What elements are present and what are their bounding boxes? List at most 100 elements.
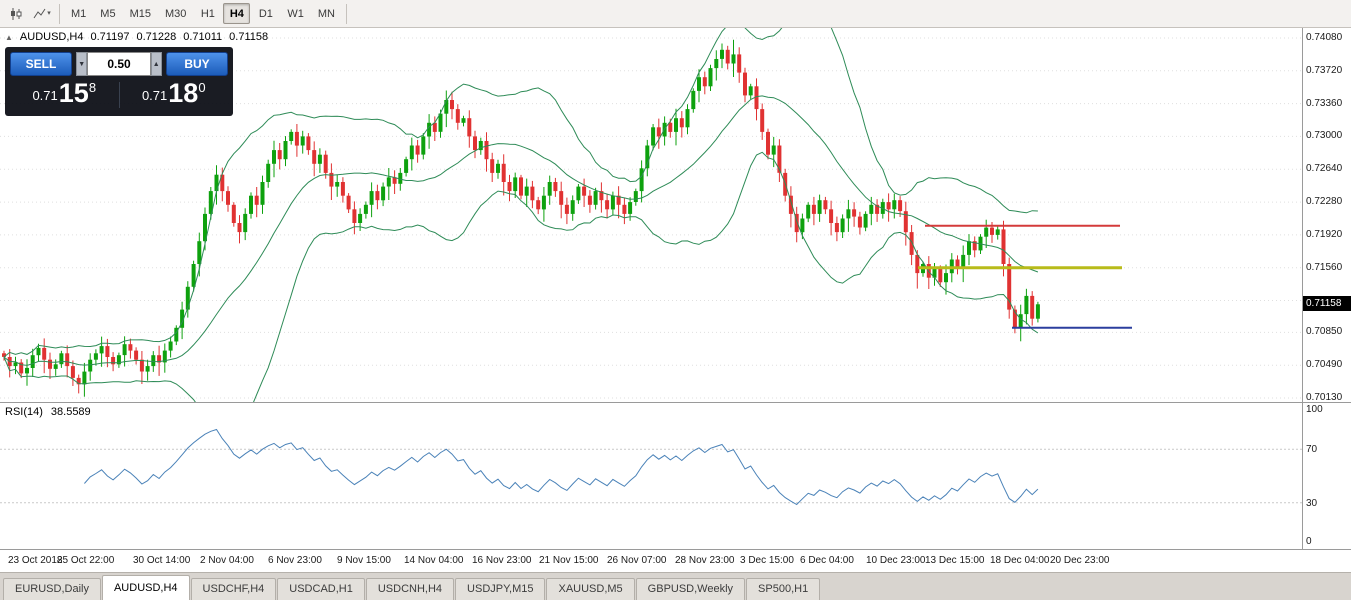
chart-tab-usdcad-h1[interactable]: USDCAD,H1	[277, 578, 365, 600]
timeframe-button-h4[interactable]: H4	[223, 3, 251, 24]
time-tick-label: 18 Dec 04:00	[990, 555, 1050, 566]
sell-price-prefix: 0.71	[32, 88, 58, 103]
chart-symbol-label: AUDUSD,H4	[19, 31, 84, 43]
main-chart-area[interactable]: ▲ AUDUSD,H4 0.71197 0.71228 0.71011 0.71…	[0, 28, 1302, 403]
price-tick-label: 0.72640	[1306, 163, 1343, 175]
rsi-canvas	[0, 428, 1302, 506]
timeframe-button-d1[interactable]: D1	[252, 3, 279, 24]
ohlc-high: 0.71228	[136, 31, 177, 43]
chart-tab-bar: EURUSD,Daily AUDUSD,H4 USDCHF,H4 USDCAD,H1 U…	[0, 573, 1351, 600]
buy-price-prefix: 0.71	[141, 88, 168, 103]
chart-tab-xauusd-m5[interactable]: XAUUSD,M5	[546, 578, 635, 600]
timeframe-button-w1[interactable]: W1	[281, 3, 310, 24]
time-tick-label: 6 Dec 04:00	[800, 555, 854, 566]
chart-workspace: ▲ AUDUSD,H4 0.71197 0.71228 0.71011 0.71…	[0, 28, 1351, 600]
time-tick-label: 23 Oct 2018	[8, 555, 63, 566]
chart-tab-usdcnh-h4[interactable]: USDCNH,H4	[365, 578, 455, 600]
timeframe-button-m15[interactable]: M15	[124, 3, 157, 24]
volume-decrease-button[interactable]: ▼	[76, 52, 88, 76]
volume-input[interactable]	[87, 52, 151, 76]
price-axis[interactable]: 0.74080 0.73720 0.73360 0.73000 0.72640 0.722…	[1302, 28, 1351, 403]
price-chart-canvas	[0, 28, 1302, 402]
price-tick-label: 0.73360	[1306, 97, 1343, 109]
bollinger-middle-band	[3, 95, 1039, 366]
price-tick-label: 0.74080	[1306, 32, 1343, 43]
ohlc-low: 0.71011	[183, 31, 223, 43]
time-tick-label: 25 Oct 22:00	[57, 555, 115, 566]
price-tick-label: 0.70850	[1306, 326, 1343, 338]
time-tick-label: 21 Nov 15:00	[539, 555, 599, 566]
sell-price-display[interactable]: 0.71 15 8	[10, 80, 119, 110]
trade-panel-quotes: 0.71 15 8 0.71 18 0	[10, 76, 228, 114]
timeframe-button-m30[interactable]: M30	[159, 3, 192, 24]
timeframe-button-m1[interactable]: M1	[65, 3, 92, 24]
toolbar-separator	[345, 3, 347, 24]
one-click-trade-panel: SELL ▼ ▲ BUY 0.71 15 8 0.71 18 0	[5, 47, 233, 116]
price-tick-label: 0.71560	[1306, 261, 1343, 273]
chart-tab-eurusd-daily[interactable]: EURUSD,Daily	[3, 578, 101, 600]
price-tick-label: 0.70490	[1306, 359, 1343, 371]
bollinger-lower-band	[3, 151, 1039, 402]
time-tick-label: 3 Dec 15:00	[740, 555, 794, 566]
time-tick-label: 20 Dec 23:00	[1050, 555, 1110, 566]
time-tick-label: 2 Nov 04:00	[200, 555, 254, 566]
time-tick-label: 10 Dec 23:00	[866, 555, 926, 566]
chart-tab-usdchf-h4[interactable]: USDCHF,H4	[190, 578, 277, 600]
time-tick-label: 26 Nov 07:00	[607, 555, 667, 566]
bollinger-bands	[3, 28, 1039, 402]
rsi-tick-label: 100	[1306, 404, 1323, 415]
timeframe-button-mn[interactable]: MN	[312, 3, 341, 24]
timeframe-button-h1[interactable]: H1	[194, 3, 221, 24]
chart-tab-usdjpy-m15[interactable]: USDJPY,M15	[455, 578, 546, 600]
rsi-level-lines	[0, 448, 1302, 504]
timeframe-button-m5[interactable]: M5	[94, 3, 121, 24]
top-toolbar: ▾ M1 M5 M15 M30 H1 H4 D1 W1 MN	[0, 0, 1351, 28]
price-tick-label: 0.70130	[1306, 392, 1343, 403]
rsi-header: RSI(14) 38.5589	[5, 406, 91, 418]
volume-increase-button[interactable]: ▲	[150, 52, 162, 76]
rsi-line	[84, 428, 1039, 506]
ohlc-open: 0.71197	[90, 31, 130, 43]
indicator-line-icon	[33, 8, 46, 19]
rsi-indicator-label: RSI(14)	[5, 406, 43, 418]
buy-price-pip-digit: 0	[198, 80, 206, 95]
rsi-tick-label: 0	[1306, 536, 1312, 547]
time-tick-label: 14 Nov 04:00	[404, 555, 464, 566]
price-tick-label: 0.73000	[1306, 130, 1343, 142]
time-tick-label: 9 Nov 15:00	[337, 555, 391, 566]
chart-tab-gbpusd-weekly[interactable]: GBPUSD,Weekly	[635, 578, 746, 600]
time-tick-label: 30 Oct 14:00	[133, 555, 191, 566]
chevron-down-icon: ▾	[47, 10, 51, 17]
buy-price-big-digits: 18	[168, 78, 199, 108]
rsi-axis: 100 70 30 0	[1302, 403, 1351, 550]
ohlc-close: 0.71158	[229, 31, 269, 43]
current-price-badge: 0.71158	[1303, 296, 1351, 312]
sell-price-big-digits: 15	[58, 78, 89, 108]
buy-button[interactable]: BUY	[166, 52, 228, 76]
time-axis[interactable]: 23 Oct 2018 25 Oct 22:00 30 Oct 14:00 2 Nov…	[0, 550, 1351, 573]
chart-tab-audusd-h4[interactable]: AUDUSD,H4	[101, 575, 190, 600]
buy-price-display[interactable]: 0.71 18 0	[120, 80, 229, 110]
bollinger-upper-band	[3, 28, 1038, 358]
sell-button[interactable]: SELL	[10, 52, 72, 76]
rsi-indicator-panel[interactable]: RSI(14) 38.5589	[0, 403, 1302, 550]
chart-tab-sp500-h1[interactable]: SP500,H1	[746, 578, 821, 600]
rsi-tick-label: 30	[1306, 497, 1318, 509]
rsi-tick-label: 70	[1306, 444, 1318, 456]
time-tick-label: 13 Dec 15:00	[925, 555, 985, 566]
volume-stepper: ▼ ▲	[76, 52, 162, 76]
horizontal-line-objects	[918, 224, 1132, 329]
time-tick-label: 28 Nov 23:00	[675, 555, 735, 566]
trade-panel-controls: SELL ▼ ▲ BUY	[10, 52, 228, 76]
sell-price-pip-digit: 8	[88, 80, 97, 95]
chart-type-button[interactable]	[3, 3, 29, 25]
candlestick-chart-icon	[11, 7, 22, 20]
time-tick-label: 16 Nov 23:00	[472, 555, 532, 566]
indicators-dropdown-button[interactable]: ▾	[29, 3, 55, 25]
time-tick-label: 6 Nov 23:00	[268, 555, 322, 566]
price-tick-label: 0.71920	[1306, 228, 1343, 240]
toolbar-separator	[59, 3, 60, 24]
timeframe-group: M1 M5 M15 M30 H1 H4 D1 W1 MN	[64, 3, 342, 24]
price-tick-label: 0.72280	[1306, 196, 1343, 208]
trade-panel-collapse-icon[interactable]: ▲	[5, 32, 13, 42]
